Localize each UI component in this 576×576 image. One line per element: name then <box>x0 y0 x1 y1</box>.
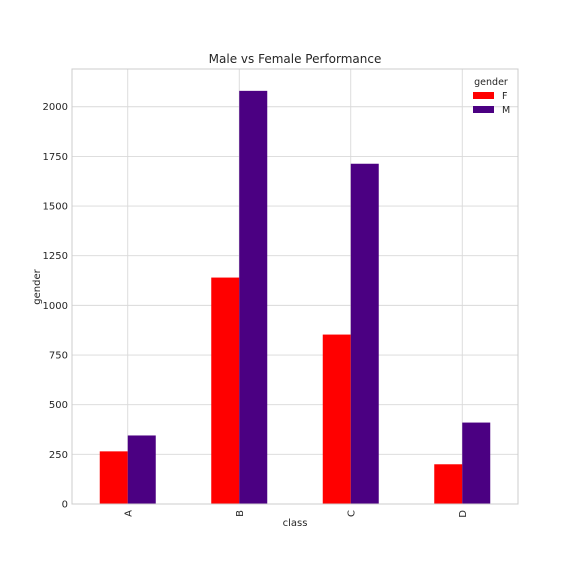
bar-F-B <box>211 278 239 504</box>
y-tick-label: 750 <box>49 351 68 362</box>
x-axis-label: class <box>283 518 308 529</box>
legend-swatch-F <box>473 92 494 99</box>
y-tick-label: 0 <box>62 500 68 511</box>
legend-label-M: M <box>502 105 510 116</box>
y-tick-label: 2000 <box>43 102 68 113</box>
y-tick-label: 500 <box>49 400 68 411</box>
bar-M-B <box>239 91 267 504</box>
y-tick-label: 1250 <box>43 251 68 262</box>
legend: gender FM <box>473 77 510 116</box>
bar-F-A <box>100 451 128 504</box>
x-tick-label: C <box>346 510 357 517</box>
legend-label-F: F <box>502 91 507 102</box>
chart-title: Male vs Female Performance <box>209 52 382 66</box>
bar-F-D <box>434 464 462 504</box>
x-tick-label: A <box>123 510 134 517</box>
x-tick-label: B <box>235 510 246 517</box>
bar-M-D <box>462 423 490 504</box>
plot-area: 0 250 500 750 1000 1250 1500 1750 2000 A B C D <box>43 69 518 518</box>
y-tick-label: 1000 <box>43 301 68 312</box>
y-tick-label: 1500 <box>43 202 68 213</box>
y-tick-label: 250 <box>49 450 68 461</box>
y-axis-label: gender <box>32 268 43 304</box>
bar-F-C <box>323 335 351 504</box>
x-tick-label: D <box>458 510 469 518</box>
bar-M-C <box>351 164 379 504</box>
legend-title: gender <box>474 77 508 88</box>
bar-M-A <box>128 435 156 504</box>
y-tick-label: 1750 <box>43 152 68 163</box>
legend-swatch-M <box>473 106 494 113</box>
